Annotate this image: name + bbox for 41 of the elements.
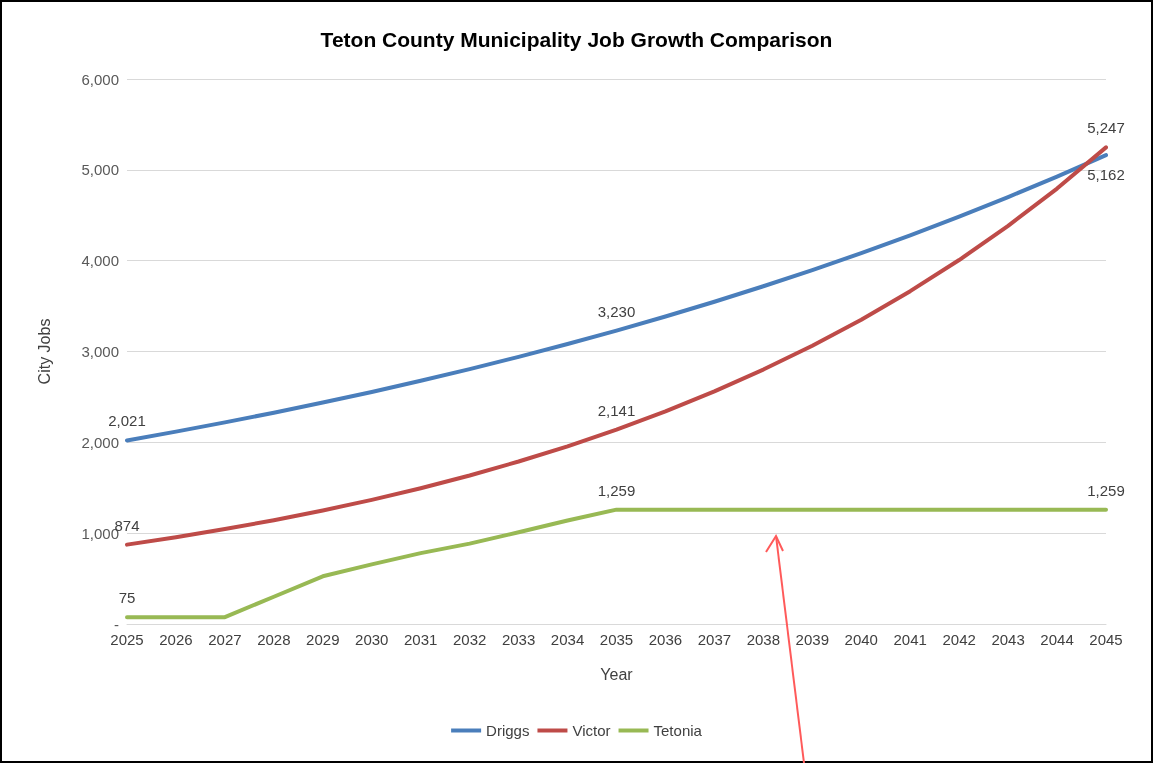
x-tick-label: 2042 bbox=[942, 631, 976, 648]
y-tick-label: - bbox=[114, 615, 119, 633]
x-tick-label: 2037 bbox=[697, 631, 732, 648]
x-tick-label: 2043 bbox=[991, 631, 1025, 648]
x-tick-label: 2030 bbox=[355, 631, 389, 648]
x-tick-label: 2045 bbox=[1089, 631, 1123, 648]
legend-label: Victor bbox=[572, 722, 611, 739]
data-label: 1,259 bbox=[597, 481, 636, 499]
x-tick-label: 2031 bbox=[404, 631, 438, 648]
x-tick-label: 2041 bbox=[893, 631, 927, 648]
y-tick-label: 4,000 bbox=[81, 252, 119, 270]
y-tick-label: 5,000 bbox=[81, 161, 119, 179]
y-axis-title: City Jobs bbox=[35, 318, 53, 385]
x-tick-label: 2028 bbox=[257, 631, 291, 648]
data-label: 5,162 bbox=[1087, 166, 1125, 184]
x-tick-label: 2026 bbox=[159, 631, 193, 648]
data-label: 2,141 bbox=[597, 401, 636, 419]
x-tick-label: 2038 bbox=[746, 631, 781, 648]
data-label: 75 bbox=[118, 589, 136, 607]
x-tick-label: 2035 bbox=[599, 631, 634, 648]
legend-label: Driggs bbox=[486, 722, 530, 739]
x-axis-title: Year bbox=[600, 665, 634, 683]
data-label: 3,230 bbox=[597, 302, 636, 320]
x-tick-label: 2032 bbox=[452, 631, 487, 648]
x-tick-label: 2025 bbox=[110, 631, 144, 648]
legend-label: Tetonia bbox=[653, 722, 703, 739]
x-tick-label: 2033 bbox=[501, 631, 536, 648]
x-tick-label: 2040 bbox=[844, 631, 878, 648]
x-tick-label: 2034 bbox=[550, 631, 585, 648]
y-tick-label: 2,000 bbox=[81, 433, 119, 451]
x-tick-label: 2039 bbox=[795, 631, 829, 648]
data-label: 2,021 bbox=[108, 412, 146, 430]
chart-title: Teton County Municipality Job Growth Comparison bbox=[320, 28, 833, 51]
x-tick-label: 2029 bbox=[306, 631, 340, 648]
data-label: 5,247 bbox=[1087, 119, 1125, 137]
x-tick-label: 2044 bbox=[1040, 631, 1074, 648]
data-label: 1,259 bbox=[1087, 481, 1125, 499]
x-tick-label: 2027 bbox=[208, 631, 242, 648]
x-tick-label: 2036 bbox=[648, 631, 683, 648]
y-tick-label: 3,000 bbox=[81, 343, 119, 360]
y-tick-label: 6,000 bbox=[81, 70, 119, 88]
